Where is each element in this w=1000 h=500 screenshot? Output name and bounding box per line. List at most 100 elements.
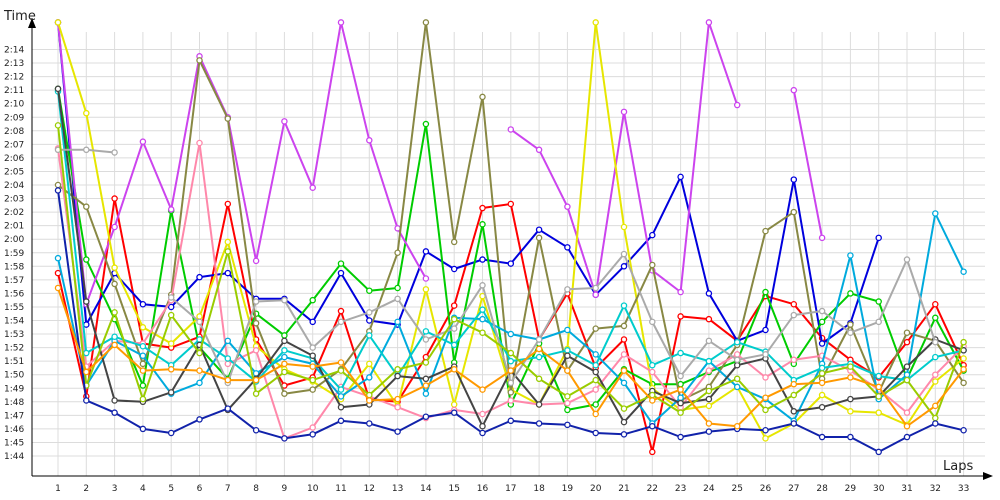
data-point xyxy=(111,149,118,156)
data-point xyxy=(422,120,430,128)
data-point xyxy=(592,386,599,393)
y-axis-arrow xyxy=(28,18,36,28)
data-point xyxy=(337,386,345,393)
y-tick-label: 1:47 xyxy=(4,411,24,421)
data-point xyxy=(733,383,741,391)
data-point xyxy=(733,361,741,369)
data-point xyxy=(479,221,486,228)
data-point xyxy=(337,359,345,366)
data-point xyxy=(932,371,939,378)
data-point xyxy=(394,403,401,411)
data-point xyxy=(83,349,90,357)
data-point xyxy=(847,321,854,328)
data-point xyxy=(450,366,458,373)
data-point xyxy=(479,422,486,430)
data-point xyxy=(818,318,826,326)
data-point xyxy=(564,393,571,400)
data-point xyxy=(281,353,288,361)
data-point xyxy=(535,401,543,408)
data-point xyxy=(932,414,939,422)
data-point xyxy=(705,357,713,365)
data-point xyxy=(677,173,684,181)
data-point xyxy=(479,93,486,101)
data-point xyxy=(54,122,62,129)
data-point xyxy=(366,332,373,339)
data-point xyxy=(875,393,882,400)
y-tick-label: 2:08 xyxy=(4,127,24,137)
data-point xyxy=(847,433,854,441)
data-point xyxy=(309,318,316,326)
data-point xyxy=(875,234,882,242)
data-point xyxy=(620,431,628,438)
data-point xyxy=(818,364,826,372)
x-tick-label: 18 xyxy=(533,484,545,494)
data-point xyxy=(422,390,430,397)
data-point xyxy=(394,284,401,292)
data-point xyxy=(564,244,571,251)
series-line xyxy=(57,21,824,306)
data-point xyxy=(224,200,232,208)
y-tick-label: 2:02 xyxy=(4,208,24,218)
data-point xyxy=(620,336,628,343)
data-point xyxy=(281,332,288,339)
y-tick-label: 1:49 xyxy=(4,384,24,394)
data-point xyxy=(592,291,599,299)
data-point xyxy=(903,433,911,441)
data-point xyxy=(450,265,458,273)
data-point xyxy=(903,409,911,416)
data-point xyxy=(507,389,515,396)
data-point xyxy=(592,325,599,332)
data-point xyxy=(337,269,345,277)
data-point xyxy=(790,176,798,183)
data-point xyxy=(677,409,684,416)
data-point xyxy=(111,341,118,349)
data-point xyxy=(762,288,769,296)
data-point xyxy=(705,428,713,435)
data-point xyxy=(564,326,571,334)
data-point xyxy=(224,269,232,277)
data-point xyxy=(167,303,175,311)
data-point xyxy=(281,435,288,442)
data-point xyxy=(847,374,854,381)
data-point xyxy=(790,420,798,427)
data-point xyxy=(564,406,571,414)
data-point xyxy=(620,263,628,270)
data-point xyxy=(507,357,515,365)
data-point xyxy=(875,298,882,305)
data-point xyxy=(111,280,118,288)
data-point xyxy=(337,307,345,315)
data-point xyxy=(535,336,543,343)
data-point xyxy=(422,375,430,383)
data-point xyxy=(649,391,656,399)
x-tick-label: 8 xyxy=(253,484,259,494)
data-point xyxy=(932,210,939,217)
data-point xyxy=(281,337,288,345)
data-point xyxy=(252,298,260,305)
data-point xyxy=(535,420,543,427)
y-tick-label: 1:58 xyxy=(4,262,24,272)
data-point xyxy=(309,344,316,351)
data-point xyxy=(422,328,430,335)
data-point xyxy=(705,402,713,410)
x-tick-label: 20 xyxy=(590,484,602,494)
series-line xyxy=(57,22,880,345)
data-point xyxy=(818,391,826,399)
y-tick-label: 1:48 xyxy=(4,398,24,408)
data-point xyxy=(903,376,911,384)
x-tick-label: 11 xyxy=(335,484,346,494)
y-tick-label: 2:03 xyxy=(4,195,24,205)
x-tick-label: 4 xyxy=(140,484,146,494)
data-point xyxy=(564,286,571,293)
x-tick-label: 7 xyxy=(225,484,231,494)
data-point xyxy=(224,360,232,368)
data-point xyxy=(111,223,118,231)
data-point xyxy=(762,227,769,235)
data-point xyxy=(139,138,147,145)
data-point xyxy=(479,386,486,393)
y-tick-label: 1:45 xyxy=(4,438,24,448)
data-point xyxy=(139,300,147,308)
data-point xyxy=(592,284,599,292)
data-point xyxy=(903,338,911,346)
data-point xyxy=(535,226,543,233)
x-tick-label: 22 xyxy=(647,484,658,494)
